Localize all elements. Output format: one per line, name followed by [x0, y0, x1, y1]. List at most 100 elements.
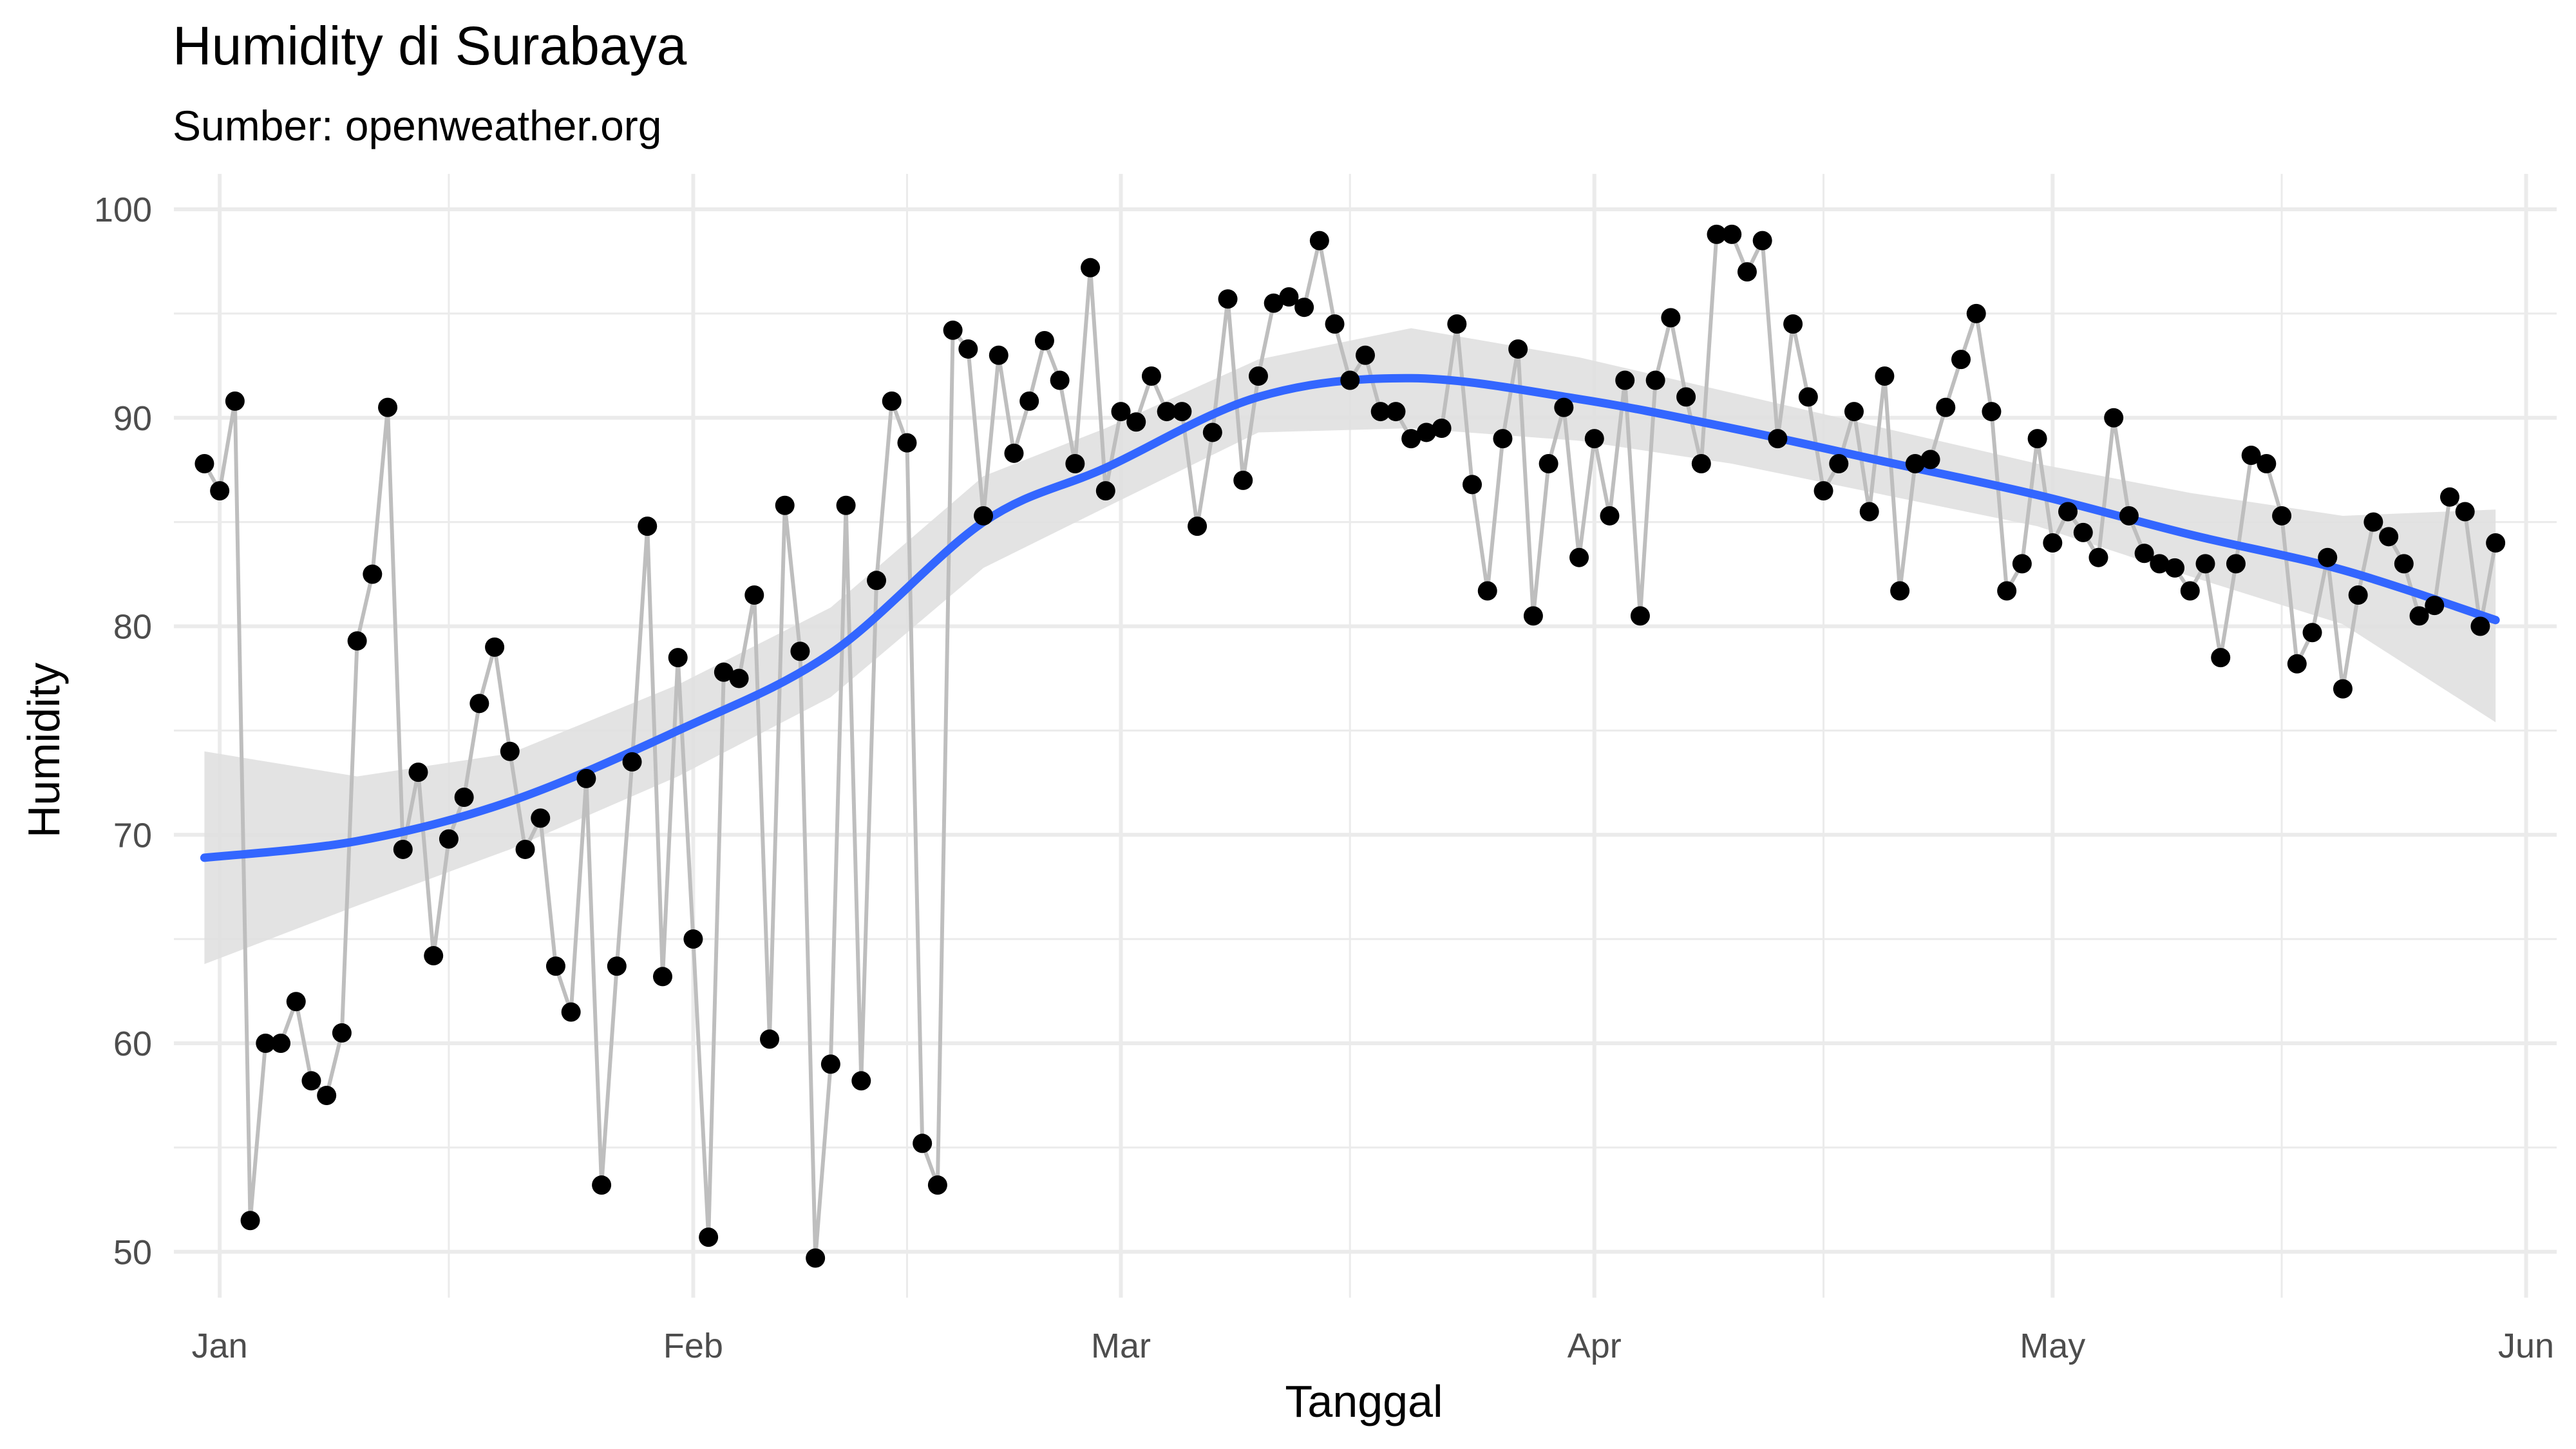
data-point: [2348, 585, 2368, 605]
data-point: [469, 694, 489, 714]
data-point: [927, 1175, 947, 1195]
y-tick-label-80: 80: [113, 608, 152, 647]
data-point: [2241, 446, 2261, 466]
data-point: [1997, 581, 2017, 601]
data-point: [744, 585, 764, 605]
data-point: [1447, 314, 1467, 334]
data-point: [1783, 314, 1803, 334]
y-axis-ticks: 50 60 70 80 90 100: [94, 191, 152, 1272]
data-point: [1982, 402, 2002, 422]
data-point: [943, 320, 963, 340]
data-point: [2073, 522, 2093, 542]
data-point: [271, 1034, 291, 1054]
data-point: [1905, 454, 1925, 474]
data-point: [1279, 287, 1299, 307]
data-point: [1004, 443, 1024, 463]
data-point: [1370, 402, 1390, 422]
data-point: [2257, 454, 2277, 474]
data-point: [790, 641, 810, 661]
data-point: [1722, 224, 1742, 244]
data-point: [2486, 533, 2506, 553]
data-point: [775, 495, 795, 515]
data-point: [1233, 470, 1253, 490]
x-tick-label-may: May: [2020, 1327, 2085, 1365]
data-point: [408, 762, 428, 782]
data-point: [1875, 366, 1895, 386]
data-point: [1172, 402, 1192, 422]
data-point: [1752, 231, 1772, 251]
data-point: [1141, 366, 1161, 386]
data-point: [1615, 370, 1635, 390]
data-point: [2134, 544, 2154, 564]
data-point: [454, 788, 474, 808]
data-point: [622, 752, 642, 772]
data-point: [1095, 481, 1115, 501]
data-point: [515, 839, 535, 859]
data-point: [638, 516, 658, 536]
data-point: [1890, 581, 1910, 601]
data-point: [2287, 654, 2307, 674]
data-point: [1294, 298, 1314, 317]
data-point: [989, 345, 1009, 365]
data-point: [1707, 224, 1727, 244]
data-point: [439, 829, 459, 849]
x-axis-ticks: Jan Feb Mar Apr May Jun: [192, 1327, 2554, 1365]
data-point: [2272, 506, 2292, 526]
data-point: [913, 1133, 933, 1153]
data-point: [1661, 308, 1681, 328]
data-point: [1829, 454, 1849, 474]
data-point: [668, 648, 688, 668]
data-point: [1202, 422, 1222, 442]
data-point: [2027, 429, 2047, 449]
data-point: [1936, 397, 1956, 417]
data-point: [683, 929, 703, 949]
data-point: [1309, 231, 1329, 251]
data-point: [393, 839, 413, 859]
data-point: [240, 1211, 260, 1231]
humidity-points: [194, 224, 2506, 1268]
data-point: [1798, 387, 1818, 407]
data-point: [1463, 475, 1482, 495]
data-point: [836, 495, 856, 515]
data-point: [1416, 422, 1436, 442]
data-point: [2425, 596, 2445, 616]
data-point: [1034, 330, 1054, 350]
data-point: [1859, 502, 1879, 522]
data-point: [1523, 606, 1543, 626]
data-point: [1554, 397, 1574, 417]
data-point: [256, 1034, 276, 1054]
data-point: [1126, 412, 1146, 432]
data-point: [2226, 554, 2246, 574]
data-point: [363, 564, 383, 584]
data-point: [1951, 350, 1971, 370]
data-point: [2119, 506, 2139, 526]
data-point: [1920, 450, 1940, 469]
data-point: [1325, 314, 1345, 334]
data-point: [485, 637, 505, 657]
data-point: [347, 631, 367, 651]
data-point: [2333, 679, 2353, 699]
data-point: [1081, 258, 1101, 278]
data-point: [2195, 554, 2215, 574]
data-point: [225, 391, 245, 411]
data-point: [897, 433, 917, 453]
x-tick-label-mar: Mar: [1091, 1327, 1151, 1365]
data-point: [1508, 339, 1528, 359]
data-point: [500, 741, 520, 761]
x-tick-label-jun: Jun: [2498, 1327, 2554, 1365]
data-point: [1569, 547, 1589, 567]
data-point: [1401, 429, 1421, 449]
data-point: [1600, 506, 1620, 526]
data-point: [1645, 370, 1665, 390]
data-point: [729, 668, 749, 688]
data-point: [424, 946, 444, 966]
data-point: [2394, 554, 2414, 574]
data-point: [531, 808, 551, 828]
data-point: [820, 1054, 840, 1074]
data-point: [2439, 487, 2459, 507]
y-tick-label-100: 100: [94, 191, 152, 229]
data-point: [760, 1029, 779, 1049]
data-point: [2180, 581, 2200, 601]
x-axis-title: Tanggal: [1285, 1376, 1443, 1426]
